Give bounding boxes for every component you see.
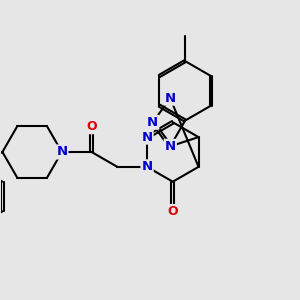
Text: N: N bbox=[165, 140, 176, 153]
Text: O: O bbox=[167, 205, 178, 218]
Text: N: N bbox=[142, 130, 153, 144]
Text: O: O bbox=[86, 120, 97, 133]
Text: N: N bbox=[56, 146, 68, 158]
Text: N: N bbox=[165, 92, 176, 105]
Text: N: N bbox=[147, 116, 158, 129]
Text: N: N bbox=[142, 160, 153, 173]
